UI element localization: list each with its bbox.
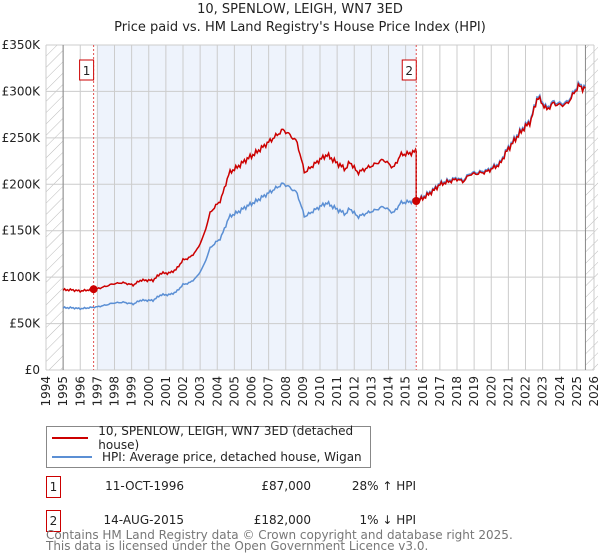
price-paid-series-line (62, 81, 586, 294)
y-tick-label: £50K (9, 317, 41, 331)
x-tick-label: 1995 (56, 376, 70, 407)
x-tick-label: 2009 (296, 376, 310, 407)
legend-label: 10, SPENLOW, LEIGH, WN7 3ED (detached ho… (98, 424, 354, 452)
x-tick-label: 2014 (382, 376, 396, 407)
footer-copyright: Contains HM Land Registry data © Crown c… (46, 528, 513, 542)
x-tick-label: 2024 (553, 376, 567, 407)
x-tick-label: 2020 (484, 376, 498, 407)
x-tick-label: 2000 (142, 376, 156, 407)
sale-row-2: 2 14-AUG-2015 £182,000 1% ↓ HPI (46, 510, 416, 532)
sale-date: 14-AUG-2015 (103, 513, 185, 527)
footer-licence: This data is licensed under the Open Gov… (46, 539, 429, 553)
x-tick-label: 2001 (159, 376, 173, 407)
chart-title: 10, SPENLOW, LEIGH, WN7 3ED (197, 2, 403, 17)
x-tick-label: 2008 (279, 376, 293, 407)
sale-number-badge: 2 (46, 510, 61, 532)
no-data-hatch-right (585, 45, 598, 370)
x-tick-label: 1997 (90, 376, 104, 407)
sale-marker-box (79, 59, 95, 81)
x-tick-label: 2007 (262, 376, 276, 407)
x-tick-label: 2015 (399, 376, 413, 407)
x-tick-label: 2023 (536, 376, 550, 407)
x-tick-label: 2025 (570, 376, 584, 407)
x-tick-label: 1999 (125, 376, 139, 407)
legend-item-hpi: HPI: Average price, detached house, Wiga… (52, 448, 362, 466)
x-tick-label: 1996 (73, 376, 87, 407)
x-tick-label: 2006 (245, 376, 259, 407)
x-tick-label: 2017 (433, 376, 447, 407)
y-tick-label: £300K (2, 84, 42, 98)
legend: 10, SPENLOW, LEIGH, WN7 3ED (detached ho… (46, 424, 371, 468)
x-tick-label: 2005 (227, 376, 241, 407)
y-tick-label: £150K (2, 224, 42, 238)
legend-swatch-red (52, 437, 89, 439)
x-tick-label: 2013 (364, 376, 378, 407)
sale-price: £87,000 (261, 479, 311, 493)
x-tick-label: 2016 (416, 376, 430, 407)
x-tick-label: 1998 (108, 376, 122, 407)
y-tick-label: £0 (25, 363, 40, 377)
sale-price: £182,000 (253, 513, 311, 527)
sale-marker-box (401, 59, 417, 81)
x-tick-label: 2010 (313, 376, 327, 407)
no-data-hatch-left (46, 45, 64, 370)
x-tick-label: 2012 (347, 376, 361, 407)
legend-swatch-blue (52, 456, 92, 458)
plot-area: 1994 1995 1996 1997 1998 1999 2000 2001 2002 2003… (2, 38, 600, 407)
x-tick-label: 2019 (467, 376, 481, 407)
y-tick-label: £350K (2, 38, 42, 52)
x-tick-label: 2018 (450, 376, 464, 407)
legend-label: HPI: Average price, detached house, Wiga… (102, 450, 362, 464)
sale-marker-label: 2 (405, 64, 413, 78)
x-tick-label: 2021 (501, 376, 515, 407)
x-tick-label: 1994 (39, 376, 53, 407)
y-tick-label: £250K (2, 131, 42, 145)
sale-hpi-diff: 1% ↓ HPI (359, 513, 416, 527)
sale-point (412, 197, 421, 205)
y-tick-label: £100K (2, 270, 42, 284)
sale-date: 11-OCT-1996 (105, 479, 184, 493)
x-tick-label: 2022 (519, 376, 533, 407)
x-tick-label: 2003 (193, 376, 207, 407)
sale-number-badge: 1 (46, 476, 61, 498)
chart-subtitle: Price paid vs. HM Land Registry's House … (114, 20, 486, 35)
x-tick-label: 2002 (176, 376, 190, 407)
ownership-period-shading (97, 45, 417, 370)
x-tick-label: 2004 (210, 376, 224, 407)
sale-marker-label: 1 (83, 64, 91, 78)
sale-hpi-diff: 28% ↑ HPI (351, 479, 416, 493)
legend-item-price-paid: 10, SPENLOW, LEIGH, WN7 3ED (detached ho… (52, 424, 370, 452)
x-tick-label: 2011 (330, 376, 344, 407)
footer: Contains HM Land Registry data © Crown c… (46, 528, 513, 553)
sale-row-1: 1 11-OCT-1996 £87,000 28% ↑ HPI (46, 476, 416, 498)
y-tick-label: £200K (2, 177, 42, 191)
x-tick-label: 2026 (587, 376, 600, 407)
sale-point (89, 285, 98, 294)
